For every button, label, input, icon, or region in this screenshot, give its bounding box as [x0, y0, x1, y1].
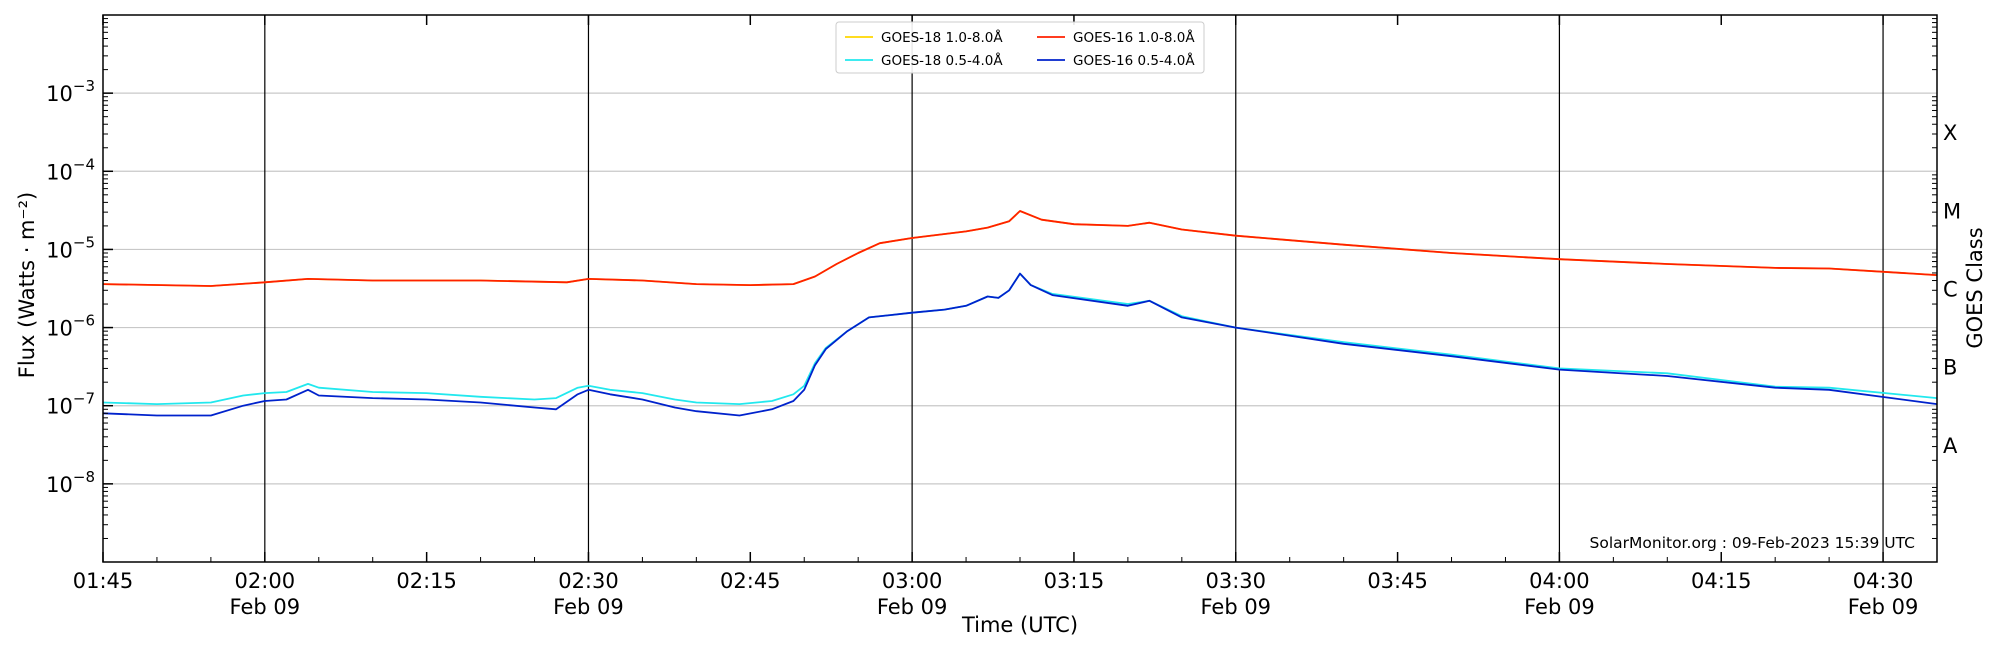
x-tick-label: 02:30: [558, 569, 619, 593]
goes-class-a: A: [1943, 434, 1958, 458]
y-tick-label: 10−5: [46, 233, 95, 262]
x-tick-date: Feb 09: [1200, 595, 1271, 619]
series-line-goes-16-1-0-8-0-: [102, 210, 1938, 287]
y-tick-exponent: −3: [73, 77, 95, 95]
x-tick-label: 03:15: [1044, 569, 1105, 593]
legend-label: GOES-18 0.5-4.0Å: [881, 52, 1003, 69]
y-tick-exponent: −7: [73, 390, 95, 408]
y-tick-base: 10: [46, 238, 73, 262]
x-tick-date: Feb 09: [1848, 595, 1919, 619]
y-tick-base: 10: [46, 395, 73, 419]
legend: GOES-18 1.0-8.0Å GOES-16 1.0-8.0Å GOES-18 …: [835, 21, 1205, 74]
x-tick-date: Feb 09: [230, 595, 301, 619]
y-tick-label: 10−6: [46, 312, 95, 341]
x-tick-label: 02:15: [396, 569, 457, 593]
x-axis-title: Time (UTC): [961, 613, 1078, 637]
x-tick-date: Feb 09: [877, 595, 948, 619]
x-tick-label: 03:00: [882, 569, 943, 593]
goes-class-x: X: [1943, 121, 1957, 145]
y-tick-base: 10: [46, 160, 73, 184]
goes-class-m: M: [1943, 199, 1961, 223]
x-tick-label: 04:30: [1853, 569, 1914, 593]
series-layer: [102, 210, 1938, 417]
y-axis-title: Flux (Watts · m⁻²): [15, 192, 39, 378]
legend-label: GOES-16 0.5-4.0Å: [1073, 52, 1195, 69]
y-tick-base: 10: [46, 317, 73, 341]
y-tick-label: 10−8: [46, 468, 95, 497]
goes-class-c: C: [1943, 278, 1958, 302]
goes-class-labels: X M C B A: [1943, 121, 1961, 458]
series-line-goes-16-0-5-4-0-: [102, 272, 1938, 417]
x-tick-label: 03:30: [1205, 569, 1266, 593]
x-tick-date: Feb 09: [1524, 595, 1595, 619]
y-tick-exponent: −5: [73, 233, 95, 251]
y-tick-label: 10−4: [46, 155, 95, 184]
horizontal-grid: [103, 92, 1937, 485]
y-tick-exponent: −8: [73, 468, 95, 486]
x-tick-label: 02:45: [720, 569, 781, 593]
plot-frame: [102, 14, 1938, 563]
y-tick-exponent: −6: [73, 312, 95, 330]
x-tick-date: Feb 09: [553, 595, 624, 619]
series-line-goes-18-0-5-4-0-: [102, 272, 1938, 406]
watermark-text: SolarMonitor.org : 09-Feb-2023 15:39 UTC: [1590, 534, 1915, 552]
x-tick-label: 01:45: [73, 569, 134, 593]
y-tick-exponent: −4: [73, 155, 95, 173]
y-axis-ticks: 10−810−710−610−510−410−3: [46, 18, 1937, 539]
right-axis-title: GOES Class: [1963, 227, 1987, 348]
x-tick-label: 02:00: [235, 569, 296, 593]
legend-box: [835, 21, 1205, 74]
legend-label: GOES-16 1.0-8.0Å: [1073, 29, 1195, 46]
goes-class-b: B: [1943, 356, 1957, 380]
day-vertical-lines: [264, 15, 1884, 562]
x-tick-label: 03:45: [1367, 569, 1428, 593]
legend-label: GOES-18 1.0-8.0Å: [881, 29, 1003, 46]
x-tick-label: 04:00: [1529, 569, 1590, 593]
y-tick-base: 10: [46, 82, 73, 106]
y-tick-label: 10−3: [46, 77, 95, 106]
y-tick-base: 10: [46, 473, 73, 497]
y-tick-label: 10−7: [46, 390, 95, 419]
x-tick-label: 04:15: [1691, 569, 1752, 593]
